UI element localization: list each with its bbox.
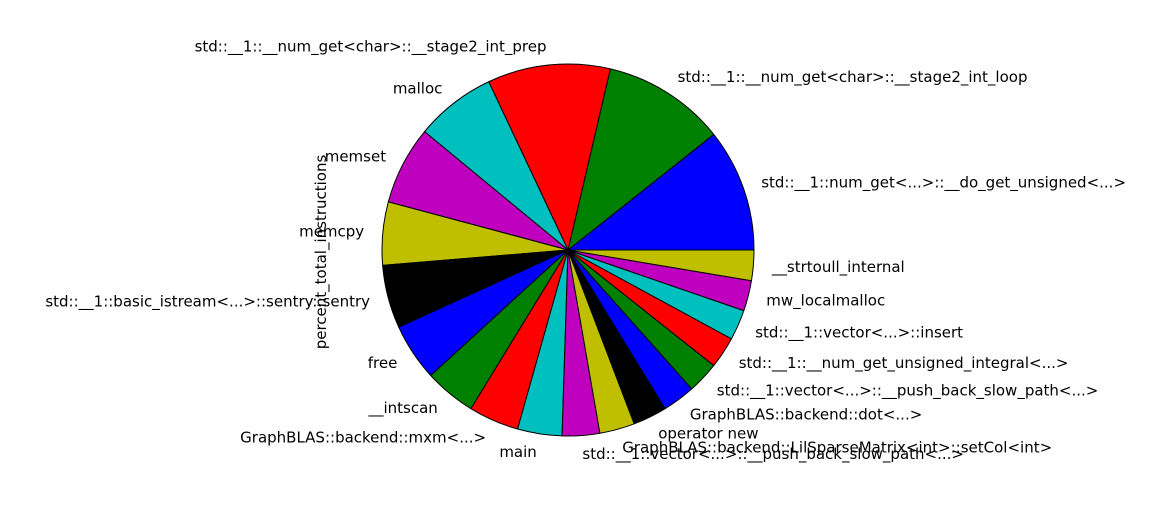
slice-label: malloc <box>393 80 443 98</box>
slice-label: free <box>368 354 398 372</box>
slice-label: std::__1::basic_istream<...>::sentry::se… <box>45 293 370 312</box>
slice-label: __strtoull_internal <box>771 258 905 277</box>
slice-label: operator new <box>658 425 758 443</box>
slice-label: std::__1::__num_get_unsigned_integral<..… <box>739 354 1069 373</box>
slice-labels: std::__1::num_get<...>::__do_get_unsigne… <box>45 38 1126 465</box>
slice-label: std::__1::vector<...>::__push_back_slow_… <box>582 445 964 464</box>
slice-label: memset <box>325 147 386 165</box>
slice-label: main <box>499 443 536 461</box>
slice-label: std::__1::vector<...>::__push_back_slow_… <box>717 382 1099 401</box>
slice-label: std::__1::__num_get<char>::__stage2_int_… <box>678 68 1028 87</box>
slice-label: std::__1::vector<...>::insert <box>755 324 963 343</box>
pie-slice <box>567 249 755 282</box>
slice-label: memcpy <box>299 223 364 241</box>
pie-slice <box>567 68 715 251</box>
slice-label: __intscan <box>367 399 437 418</box>
slice-label: GraphBLAS::backend::LilSparseMatrix<int>… <box>622 438 1052 456</box>
slice-label: mw_localmalloc <box>766 291 885 310</box>
pie-slice <box>567 133 755 251</box>
pie-slice <box>488 63 611 251</box>
slice-label: std::__1::__num_get<char>::__stage2_int_… <box>195 38 547 57</box>
slice-label: GraphBLAS::backend::mxm<...> <box>240 429 486 447</box>
y-axis-label: percent_total_instructions <box>312 155 331 350</box>
pie-slices <box>381 63 755 437</box>
slice-label: GraphBLAS::backend::dot<...> <box>690 405 922 423</box>
slice-label: std::__1::num_get<...>::__do_get_unsigne… <box>761 174 1126 193</box>
